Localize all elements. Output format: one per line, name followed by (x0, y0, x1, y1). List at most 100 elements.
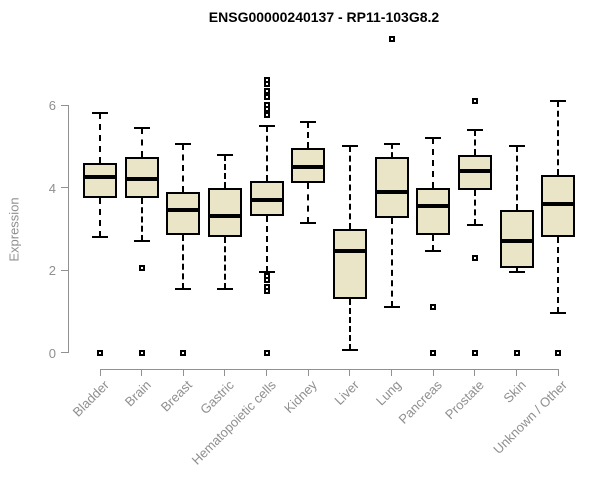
upper-whisker (265, 125, 268, 182)
outlier-point (263, 287, 270, 294)
y-axis-tick (61, 104, 68, 106)
lower-whisker (515, 267, 518, 273)
box (541, 175, 576, 237)
x-axis-tick (307, 369, 309, 376)
median-line (85, 175, 115, 180)
lower-whisker-cap (175, 287, 192, 290)
outlier-point (430, 304, 437, 311)
upper-whisker (307, 121, 310, 149)
x-axis-tick (349, 369, 351, 376)
upper-whisker (432, 138, 435, 188)
upper-whisker (99, 113, 101, 163)
outlier-point (138, 349, 145, 356)
x-axis-line (100, 369, 560, 370)
y-axis-tick (61, 187, 68, 188)
median-line (293, 164, 324, 169)
outlier-point (388, 36, 395, 42)
x-axis-tick (516, 369, 518, 376)
box (207, 187, 242, 237)
y-axis-tick (61, 269, 68, 271)
lower-whisker (182, 234, 185, 289)
upper-whisker (223, 154, 226, 188)
upper-whisker-cap (550, 99, 567, 102)
outlier-point (263, 106, 270, 113)
box (166, 191, 201, 235)
upper-whisker-cap (133, 126, 150, 129)
outlier-point (263, 87, 270, 94)
outlier-point (430, 349, 437, 356)
upper-whisker-cap (508, 145, 525, 148)
lower-whisker-cap (341, 349, 358, 352)
x-axis-tick (266, 369, 268, 376)
y-axis-tick (61, 352, 68, 353)
lower-whisker-cap (383, 306, 400, 309)
lower-whisker (348, 298, 351, 351)
y-tick-label: 2 (48, 263, 56, 278)
box (124, 156, 159, 198)
lower-whisker (473, 189, 476, 225)
outlier-point (471, 97, 478, 104)
upper-whisker (348, 146, 351, 229)
median-line (126, 177, 157, 182)
box (83, 162, 117, 198)
lower-whisker-cap (92, 236, 108, 238)
outlier-point (138, 264, 145, 271)
lower-whisker (557, 237, 560, 314)
lower-whisker-cap (216, 287, 233, 290)
lower-whisker (390, 218, 393, 308)
upper-whisker-cap (300, 120, 317, 123)
lower-whisker-cap (425, 250, 442, 253)
upper-whisker (390, 144, 393, 157)
outlier-point (180, 349, 187, 356)
y-axis-line (68, 105, 69, 353)
lower-whisker (307, 183, 310, 223)
chart-title: ENSG00000240137 - RP11-103G8.2 (208, 9, 440, 25)
lower-whisker-cap (550, 312, 567, 315)
x-axis-tick (141, 369, 143, 376)
upper-whisker (557, 100, 560, 176)
outlier-point (263, 277, 270, 284)
lower-whisker-cap (133, 240, 150, 243)
median-line (418, 204, 449, 209)
outlier-point (263, 93, 270, 100)
box (374, 156, 409, 219)
lower-whisker (265, 216, 268, 273)
median-line (543, 202, 574, 206)
upper-whisker-cap (383, 143, 400, 146)
x-axis-tick (99, 369, 101, 376)
x-axis-tick (224, 369, 226, 376)
upper-whisker-cap (425, 137, 442, 139)
upper-whisker (515, 146, 518, 211)
upper-whisker (182, 144, 185, 192)
outlier-point (97, 349, 103, 356)
lower-whisker-cap (508, 271, 525, 274)
upper-whisker-cap (92, 112, 108, 115)
box (332, 228, 367, 299)
lower-whisker (99, 197, 101, 237)
median-line (168, 208, 199, 213)
outlier-point (555, 349, 562, 356)
outlier-point (471, 254, 478, 261)
box (416, 187, 451, 235)
median-line (209, 214, 240, 219)
upper-whisker-cap (466, 128, 483, 131)
lower-whisker (223, 237, 226, 289)
upper-whisker-cap (341, 145, 358, 148)
upper-whisker-cap (175, 143, 192, 146)
median-line (334, 249, 365, 254)
upper-whisker (473, 129, 476, 155)
outlier-point (263, 349, 270, 356)
outlier-point (513, 349, 520, 356)
x-axis-tick (182, 369, 184, 376)
x-axis-tick (432, 369, 434, 376)
upper-whisker-cap (258, 124, 275, 127)
median-line (459, 169, 490, 173)
lower-whisker-cap (466, 223, 483, 226)
lower-whisker (432, 234, 435, 252)
box (499, 210, 534, 268)
median-line (501, 239, 532, 244)
upper-whisker (140, 127, 143, 157)
upper-whisker-cap (216, 153, 233, 156)
x-axis-tick (557, 369, 559, 376)
